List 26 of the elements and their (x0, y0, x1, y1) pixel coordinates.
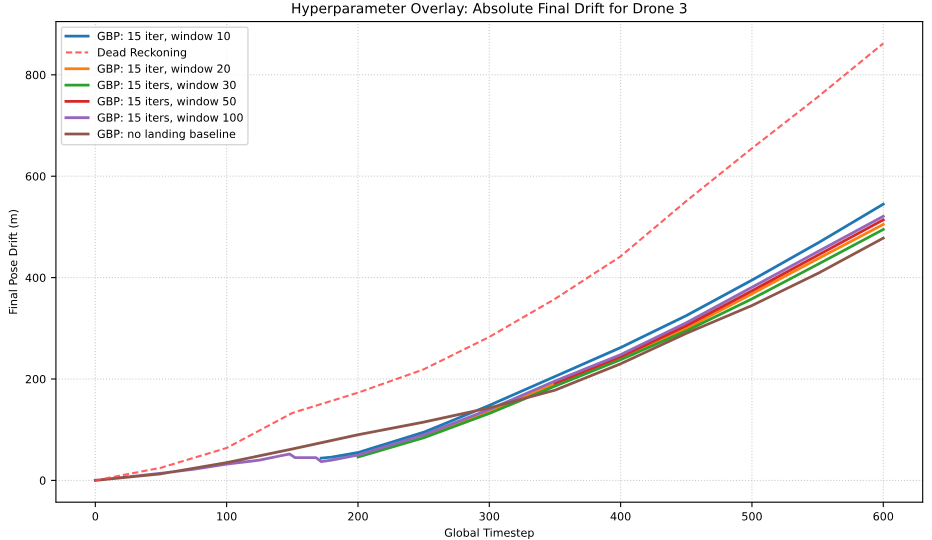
y-tick-label: 0 (40, 476, 46, 485)
x-tick-label: 200 (348, 512, 368, 521)
y-tick-label: 200 (26, 374, 46, 384)
legend-label: Dead Reckoning (98, 48, 186, 59)
x-tick-label: 300 (480, 512, 500, 521)
line-series (554, 218, 885, 384)
legend-label: GBP: 15 iter, window 10 (98, 32, 230, 42)
x-tick-label: 500 (742, 512, 762, 521)
y-axis-title: Final Pose Drift (m) (8, 210, 19, 314)
y-tick-label: 600 (26, 172, 46, 181)
x-tick-label: 0 (92, 512, 98, 521)
x-tick-label: 600 (873, 512, 894, 521)
y-tick-label: 400 (26, 274, 46, 282)
legend-label: GBP: no landing baseline (98, 129, 236, 140)
line-series (94, 42, 884, 482)
legend-label: GBP: 15 iters, window 50 (98, 96, 236, 107)
legend-label: GBP: 15 iters, window 100 (98, 113, 243, 123)
x-axis-title: Global Timestep (444, 528, 534, 539)
x-tick-label: 400 (610, 512, 630, 521)
x-tick-label: 100 (217, 512, 237, 521)
chart-title: Hyperparameter Overlay: Absolute Final Drift for Drone 3 (292, 2, 686, 16)
legend-label: GBP: 15 iters, window 30 (98, 80, 236, 90)
line-series (320, 202, 885, 460)
line-series (356, 228, 885, 458)
legend-label: GBP: 15 iter, window 20 (98, 64, 230, 74)
y-tick-label: 800 (26, 70, 46, 80)
